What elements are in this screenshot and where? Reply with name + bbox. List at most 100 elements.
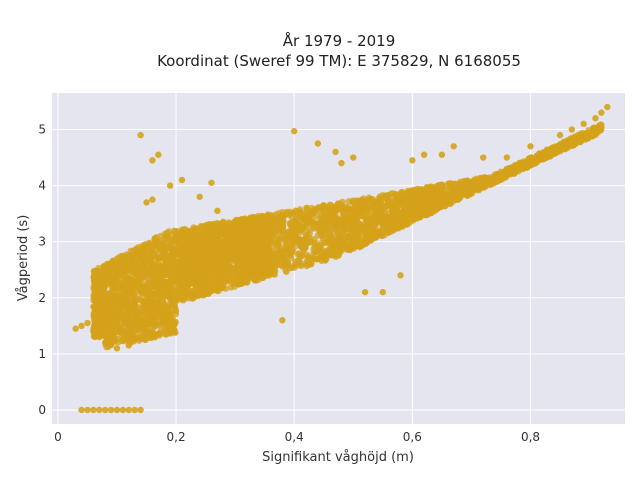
- data-point: [367, 228, 374, 235]
- data-point: [154, 270, 161, 277]
- data-point: [162, 262, 169, 270]
- data-point: [238, 265, 246, 272]
- data-point: [219, 253, 226, 260]
- data-point: [446, 180, 453, 187]
- data-point: [339, 198, 346, 206]
- data-point: [458, 190, 466, 198]
- data-point: [321, 209, 328, 217]
- data-point: [117, 295, 124, 303]
- data-point: [175, 270, 182, 278]
- data-point: [157, 244, 164, 252]
- data-point: [125, 327, 132, 335]
- data-point: [207, 285, 214, 292]
- data-point: [256, 217, 264, 225]
- chart-title-line-2: Koordinat (Sweref 99 TM): E 375829, N 61…: [157, 52, 521, 70]
- data-point: [160, 240, 167, 247]
- data-point: [123, 265, 131, 272]
- data-point: [250, 275, 257, 282]
- data-point: [163, 245, 170, 252]
- data-point: [287, 248, 294, 255]
- data-point: [303, 204, 311, 211]
- data-point: [205, 235, 212, 242]
- data-point-cloud: [90, 121, 605, 351]
- data-point: [198, 228, 206, 235]
- data-point: [197, 248, 204, 255]
- data-point: [145, 271, 153, 279]
- data-point: [121, 318, 128, 326]
- data-point: [234, 241, 241, 248]
- data-point: [164, 328, 171, 335]
- data-point: [189, 275, 196, 282]
- data-point: [123, 283, 131, 290]
- data-point: [428, 208, 436, 216]
- data-point: [351, 234, 358, 241]
- data-point: [300, 215, 308, 222]
- data-point: [216, 260, 223, 267]
- data-point: [431, 196, 438, 203]
- data-point: [451, 180, 458, 187]
- data-point: [110, 312, 118, 319]
- data-point: [107, 324, 114, 331]
- data-point: [266, 268, 274, 276]
- data-point: [286, 265, 293, 272]
- data-point: [187, 252, 194, 259]
- data-point: [385, 209, 393, 216]
- data-point: [155, 294, 163, 301]
- data-point: [155, 238, 162, 245]
- data-point: [327, 230, 334, 237]
- data-point: [100, 280, 107, 287]
- data-point: [201, 279, 208, 286]
- data-point: [232, 258, 240, 266]
- data-point: [292, 260, 299, 268]
- data-point: [143, 329, 150, 336]
- data-point: [91, 304, 98, 311]
- data-point: [219, 229, 226, 236]
- data-point: [187, 234, 195, 242]
- data-point: [352, 199, 359, 206]
- chart-title-line-1: År 1979 - 2019: [283, 31, 396, 50]
- data-point: [207, 269, 214, 277]
- data-point: [362, 240, 369, 248]
- data-point: [255, 225, 262, 232]
- data-point: [166, 272, 174, 279]
- data-point: [305, 260, 312, 268]
- data-point: [332, 224, 340, 232]
- data-point: [377, 209, 384, 216]
- data-point: [360, 201, 367, 209]
- data-point: [284, 259, 292, 267]
- data-point: [271, 267, 279, 275]
- data-point: [111, 286, 119, 293]
- data-point: [385, 229, 392, 236]
- data-point: [294, 223, 301, 231]
- data-point: [296, 255, 303, 262]
- data-point: [404, 189, 412, 196]
- data-point: [281, 244, 288, 251]
- data-point: [273, 217, 280, 224]
- data-point: [250, 218, 257, 225]
- data-point: [279, 258, 286, 265]
- data-point: [372, 234, 379, 241]
- data-point: [345, 198, 352, 205]
- data-point: [98, 303, 105, 310]
- data-point: [222, 285, 229, 292]
- data-point: [140, 272, 147, 279]
- data-point: [112, 317, 120, 324]
- data-point: [221, 260, 229, 268]
- data-point: [325, 251, 332, 258]
- data-point: [268, 239, 275, 246]
- data-point: [120, 335, 127, 342]
- data-point: [185, 258, 193, 266]
- data-point: [213, 219, 221, 227]
- data-point: [133, 287, 140, 295]
- data-point: [136, 295, 143, 303]
- data-point: [432, 186, 439, 193]
- data-point: [356, 240, 364, 247]
- data-point: [173, 246, 180, 253]
- data-point: [172, 308, 180, 315]
- data-point: [318, 242, 325, 249]
- data-point: [274, 258, 281, 265]
- data-point: [154, 331, 161, 338]
- data-point: [100, 308, 108, 316]
- data-point: [129, 321, 136, 328]
- data-point: [273, 240, 281, 247]
